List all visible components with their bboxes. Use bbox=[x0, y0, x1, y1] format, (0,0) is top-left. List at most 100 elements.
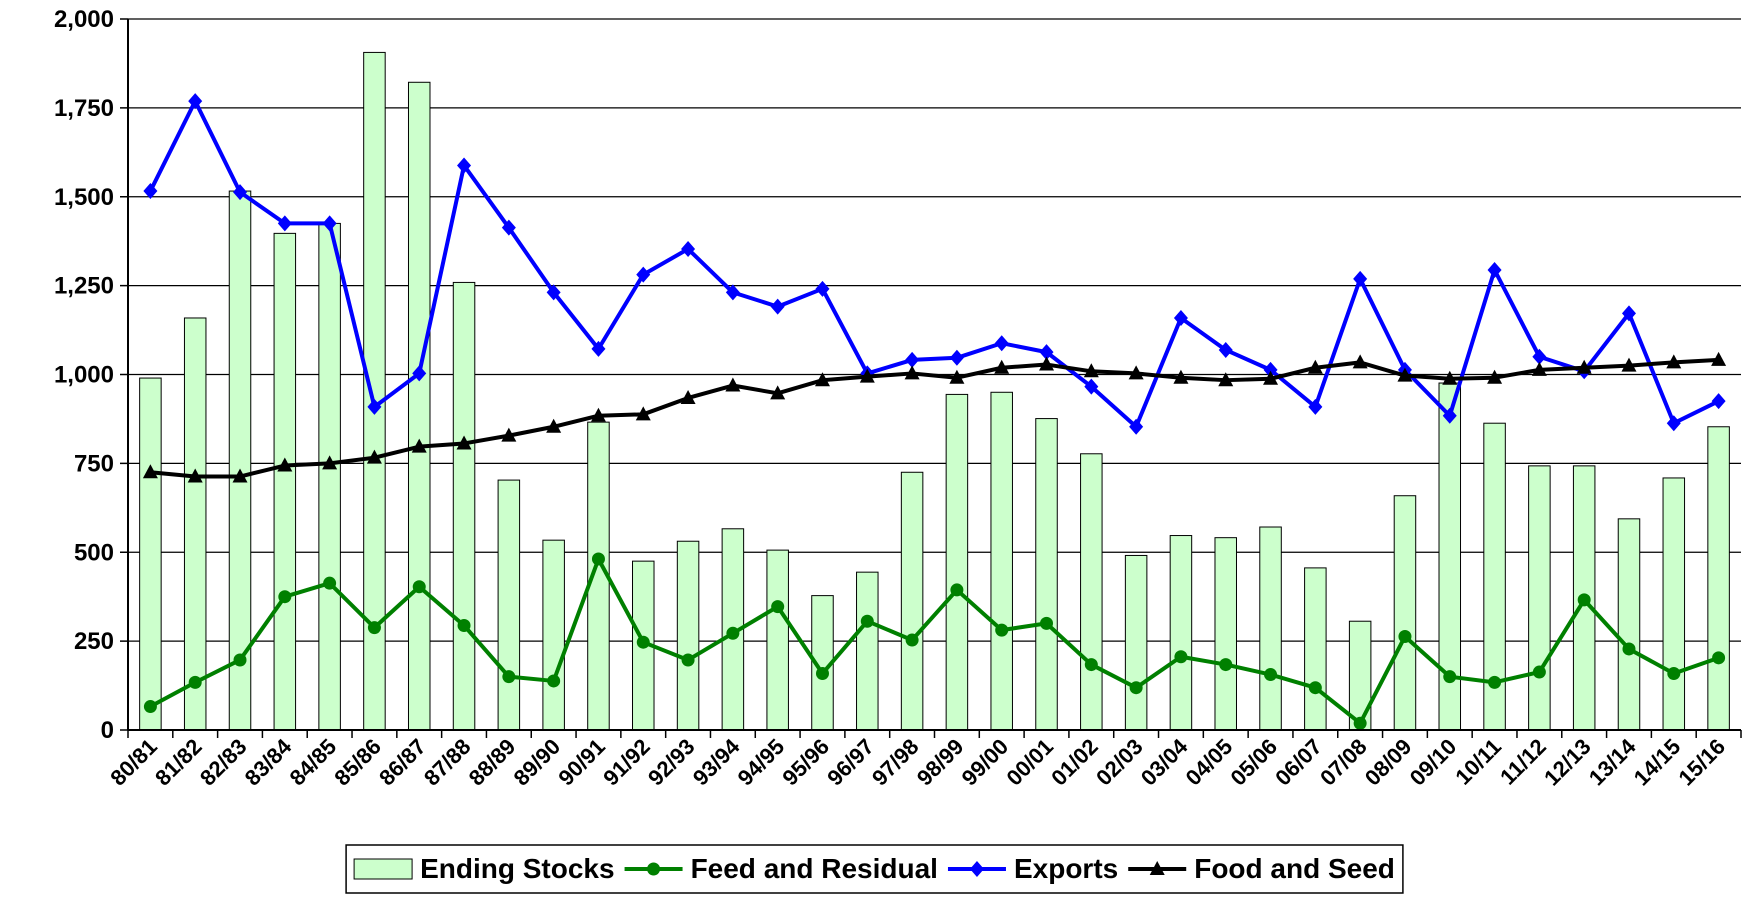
point bbox=[815, 280, 830, 297]
bar bbox=[1124, 554, 1148, 731]
bar bbox=[945, 393, 969, 731]
point bbox=[1353, 716, 1367, 730]
point bbox=[457, 618, 471, 632]
y-tick-label: 1,500 bbox=[54, 184, 114, 211]
point bbox=[771, 600, 785, 614]
point bbox=[501, 427, 517, 442]
point bbox=[367, 398, 382, 415]
point bbox=[995, 623, 1009, 637]
x-tick-label: 91/92 bbox=[598, 734, 655, 791]
point bbox=[501, 219, 516, 236]
point bbox=[1173, 369, 1189, 384]
point bbox=[636, 266, 651, 283]
legend-item: Ending Stocks bbox=[353, 853, 615, 884]
point bbox=[143, 700, 157, 714]
point bbox=[1128, 365, 1144, 380]
y-tick-label: 1,250 bbox=[54, 273, 114, 300]
bar bbox=[856, 571, 879, 731]
x-tick-label: 04/05 bbox=[1181, 734, 1238, 791]
x-tick-label: 96/97 bbox=[822, 734, 879, 791]
point bbox=[322, 215, 337, 232]
x-tick-label: 11/12 bbox=[1495, 734, 1551, 790]
point bbox=[277, 457, 293, 472]
point bbox=[725, 284, 740, 301]
x-tick-label: 09/10 bbox=[1405, 734, 1462, 791]
legend-label: Feed and Residual bbox=[691, 853, 938, 884]
legend-label: Exports bbox=[1014, 853, 1118, 884]
legend-item: Food and Seed bbox=[1128, 853, 1395, 884]
bar bbox=[1214, 537, 1237, 731]
legend-marker bbox=[969, 861, 984, 877]
bar bbox=[1348, 620, 1372, 731]
point bbox=[680, 389, 696, 404]
point bbox=[187, 468, 203, 483]
x-tick-label: 14/15 bbox=[1629, 734, 1686, 791]
point bbox=[770, 298, 785, 315]
point bbox=[1308, 398, 1323, 415]
point bbox=[142, 464, 158, 479]
point bbox=[1174, 650, 1188, 664]
point bbox=[457, 157, 472, 174]
point bbox=[1621, 305, 1636, 322]
point bbox=[502, 670, 516, 684]
legend-marker bbox=[647, 862, 661, 876]
point bbox=[1263, 361, 1278, 378]
point bbox=[188, 675, 202, 689]
x-tick-label: 84/85 bbox=[285, 734, 342, 791]
bar bbox=[452, 281, 476, 731]
point bbox=[770, 385, 786, 400]
point bbox=[1487, 261, 1502, 278]
x-tick-label: 83/84 bbox=[240, 733, 297, 790]
point bbox=[726, 626, 740, 640]
bar bbox=[497, 479, 521, 731]
point bbox=[681, 653, 695, 667]
legend-item: Feed and Residual bbox=[624, 853, 938, 884]
point bbox=[546, 284, 561, 301]
point bbox=[1219, 658, 1233, 672]
bar bbox=[139, 377, 162, 731]
point bbox=[143, 183, 158, 200]
x-tick-label: 08/09 bbox=[1360, 734, 1417, 791]
point bbox=[905, 351, 920, 368]
point bbox=[1039, 356, 1055, 371]
x-tick-label: 81/82 bbox=[150, 734, 207, 791]
point bbox=[1040, 616, 1054, 630]
point bbox=[547, 674, 561, 688]
point bbox=[1711, 393, 1726, 410]
point bbox=[232, 468, 248, 483]
x-tick-label: 10/11 bbox=[1450, 734, 1506, 790]
bar bbox=[990, 391, 1013, 731]
x-tick-label: 07/08 bbox=[1315, 734, 1372, 791]
point bbox=[1711, 351, 1727, 366]
x-tick-label: 88/89 bbox=[464, 734, 521, 791]
point bbox=[1712, 651, 1726, 665]
point bbox=[1307, 359, 1323, 374]
point bbox=[188, 93, 203, 110]
point bbox=[1666, 354, 1682, 369]
point bbox=[278, 590, 292, 604]
x-tick-label: 95/96 bbox=[777, 734, 834, 791]
point bbox=[233, 653, 247, 667]
point bbox=[1621, 357, 1637, 372]
point bbox=[949, 349, 964, 366]
y-tick-label: 250 bbox=[74, 628, 114, 655]
point bbox=[814, 372, 830, 387]
bar bbox=[900, 471, 924, 731]
point bbox=[591, 340, 606, 357]
bar bbox=[273, 232, 297, 731]
x-tick-label: 05/06 bbox=[1225, 734, 1282, 791]
legend-marker bbox=[1149, 861, 1165, 875]
point bbox=[411, 438, 427, 453]
point bbox=[1488, 675, 1502, 689]
point bbox=[859, 368, 875, 383]
point bbox=[366, 449, 382, 464]
point bbox=[1083, 363, 1099, 378]
bar bbox=[1707, 426, 1730, 731]
point bbox=[1622, 642, 1636, 656]
point bbox=[412, 365, 427, 382]
legend: Ending Stocks Feed and Residual Exports Foo… bbox=[345, 844, 1404, 894]
point bbox=[949, 369, 965, 384]
point bbox=[412, 580, 426, 594]
x-tick-label: 87/88 bbox=[419, 734, 476, 791]
legend-item: Exports bbox=[947, 853, 1118, 884]
